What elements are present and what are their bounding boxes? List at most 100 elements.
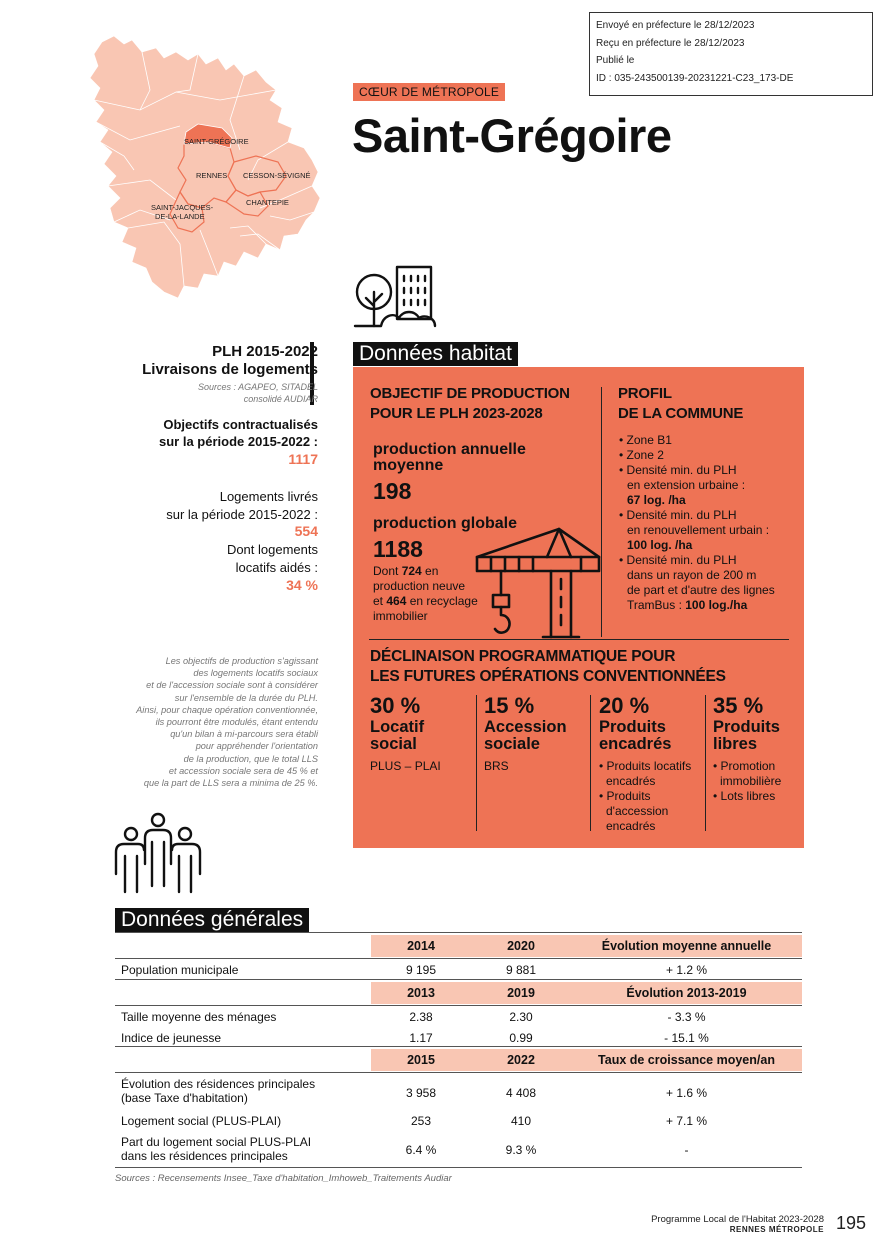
objectifs-label-line1: Objectifs contractualisés — [163, 417, 318, 432]
note-line: des logements locatifs sociaux — [193, 668, 318, 679]
row-rule — [115, 958, 802, 959]
row-value-a: 6.4 % — [405, 1143, 437, 1157]
row-label: Évolution des résidences principales (ba… — [121, 1077, 315, 1105]
row-value-a: 2.38 — [409, 1010, 433, 1024]
profil-zone-b1: • Zone B1 — [619, 433, 672, 447]
declinaison-col-encadres: 20 % Produits encadrés • Produits locati… — [599, 694, 709, 834]
aides-label-line2: locatifs aidés : — [235, 560, 318, 575]
metropole-map: SAINT-GRÉGOIRE RENNES CESSON-SÉVIGNÉ CHA… — [80, 30, 330, 310]
objectif-title-line1: OBJECTIF DE PRODUCTION — [370, 385, 570, 402]
profil-title-line1: PROFIL — [618, 385, 672, 402]
row-value-c: + 7.1 % — [665, 1114, 708, 1128]
page-number: 195 — [836, 1213, 867, 1233]
table-bottom-rule — [115, 1167, 802, 1168]
panel-vertical-divider — [601, 387, 602, 637]
stamp-line-published: Publié le — [596, 55, 635, 66]
declinaison-col-accession: 15 % Accession sociale BRS — [484, 694, 594, 774]
footer-publisher: RENNES MÉTROPOLE — [729, 1225, 824, 1234]
col-divider — [590, 695, 591, 831]
profil-density-item: • Densité min. du PLH — [619, 508, 737, 522]
header-year-b: 2022 — [507, 1053, 535, 1067]
col-desc: • Lots libres — [713, 789, 776, 803]
col-divider — [705, 695, 706, 831]
detail-text: production neuve — [373, 579, 466, 593]
col-pct: 30 % — [370, 693, 421, 718]
page-title: Saint-Grégoire — [352, 109, 672, 162]
col-divider — [476, 695, 477, 831]
col-pct: 35 % — [713, 693, 764, 718]
rennes-outline — [177, 141, 237, 209]
col-category: Produits — [599, 718, 666, 736]
profil-density-item: • Densité min. du PLH — [619, 463, 737, 477]
section-title-generales: Données générales — [115, 908, 310, 932]
map-area — [89, 35, 321, 299]
declinaison-title: DÉCLINAISON PROGRAMMATIQUE POUR LES FUTU… — [370, 647, 726, 687]
people-icon — [113, 812, 203, 894]
declinaison-col-libres: 35 % Produits libres • Promotion immobil… — [713, 694, 803, 804]
col-desc-list: • Produits locatifs encadrés • Produits … — [599, 759, 709, 834]
profil-density-item: • Densité min. du PLH — [619, 553, 737, 567]
col-desc: • Produits — [599, 789, 651, 803]
plh-title: PLH 2015-2022 Livraisons de logements — [80, 343, 318, 379]
note-line: Ainsi, pour chaque opération conventionn… — [136, 704, 318, 715]
chantepie-outline — [225, 189, 269, 217]
table-top-rule — [115, 932, 802, 933]
detail-text: en — [421, 564, 439, 578]
plh-sources: Sources : AGAPEO, SITADEL consolidé AUDI… — [80, 381, 318, 405]
zone-tag: CŒUR DE MÉTROPOLE — [353, 83, 506, 101]
row-label-line2: (base Taxe d'habitation) — [121, 1091, 248, 1105]
col-desc: BRS — [484, 759, 509, 773]
profil-title-line2: DE LA COMMUNE — [618, 405, 744, 422]
row-value-c: - — [684, 1143, 689, 1157]
detail-text: en recyclage — [406, 594, 478, 608]
global-detail: Dont 724 en production neuve et 464 en r… — [373, 564, 498, 624]
col-pct: 20 % — [599, 693, 650, 718]
profil-density-item: de part et d'autre des lignes — [627, 583, 775, 597]
header-year-b: 2020 — [507, 939, 535, 953]
row-label: Logement social (PLUS-PLAI) — [121, 1114, 282, 1128]
note-line: et de l'accession sociale sont à considé… — [146, 680, 318, 691]
note-line: ils pourront être modulés, étant entendu — [155, 717, 318, 728]
tree-building-icon — [353, 262, 443, 332]
map-label-saint-gregoire: SAINT-GRÉGOIRE — [184, 137, 249, 146]
row-value-c: - 3.3 % — [667, 1010, 706, 1024]
note-line: sur l'ensemble de la durée du PLH. — [174, 692, 318, 703]
note-line: et accession sociale sera de 45 % et — [168, 765, 318, 776]
map-label-rennes: RENNES — [196, 171, 228, 180]
col-desc: • Produits locatifs — [599, 759, 692, 773]
global-value: 1188 — [373, 536, 423, 562]
row-value-b: 4 408 — [505, 1086, 537, 1100]
stamp-line-received: Reçu en préfecture le 28/12/2023 — [596, 37, 745, 49]
declinaison-col-locatif: 30 % Locatif social PLUS – PLAI — [370, 694, 480, 774]
row-label: Population municipale — [121, 963, 239, 977]
profil-title: PROFIL DE LA COMMUNE — [618, 384, 743, 424]
row-value-a: 1.17 — [409, 1031, 433, 1045]
note-line: pour appréhender l'orientation — [195, 741, 318, 752]
crane-icon — [473, 517, 603, 642]
col-desc-list: • Promotion immobilière • Lots libres — [713, 759, 803, 804]
row-value-b: 2.30 — [509, 1010, 533, 1024]
detail-text: immobilier — [373, 609, 428, 623]
header-evolution: Évolution 2013-2019 — [626, 986, 747, 1000]
detail-number-recyclage: 464 — [386, 594, 407, 608]
row-rule — [115, 1005, 802, 1006]
stamp-line-id: ID : 035-243500139-20231221-C23_173-DE — [596, 72, 794, 84]
annual-label-line1: production annuelle — [373, 441, 526, 458]
table-header-row: 2015 2022 Taux de croissance moyen/an — [371, 1049, 802, 1071]
livres-value: 554 — [294, 523, 318, 539]
col-desc: encadrés — [606, 774, 656, 788]
table-sources: Sources : Recensements Insee_Taxe d'habi… — [115, 1173, 452, 1184]
table-header-row: 2013 2019 Évolution 2013-2019 — [371, 982, 802, 1004]
profil-density-item: TramBus : — [627, 598, 686, 612]
profil-list: • Zone B1 • Zone 2 • Densité min. du PLH… — [619, 433, 775, 613]
header-year-a: 2013 — [407, 986, 435, 1000]
row-rule — [115, 1072, 802, 1073]
profil-density-item: dans un rayon de 200 m — [627, 568, 757, 582]
header-year-a: 2015 — [407, 1053, 435, 1067]
row-value-a: 253 — [410, 1114, 432, 1128]
sjdll-outline — [169, 190, 205, 233]
cesson-outline — [227, 155, 287, 197]
detail-text: Dont — [373, 564, 402, 578]
row-label: Part du logement social PLUS-PLAI dans l… — [121, 1135, 311, 1163]
detail-number-neuf: 724 — [401, 564, 422, 578]
